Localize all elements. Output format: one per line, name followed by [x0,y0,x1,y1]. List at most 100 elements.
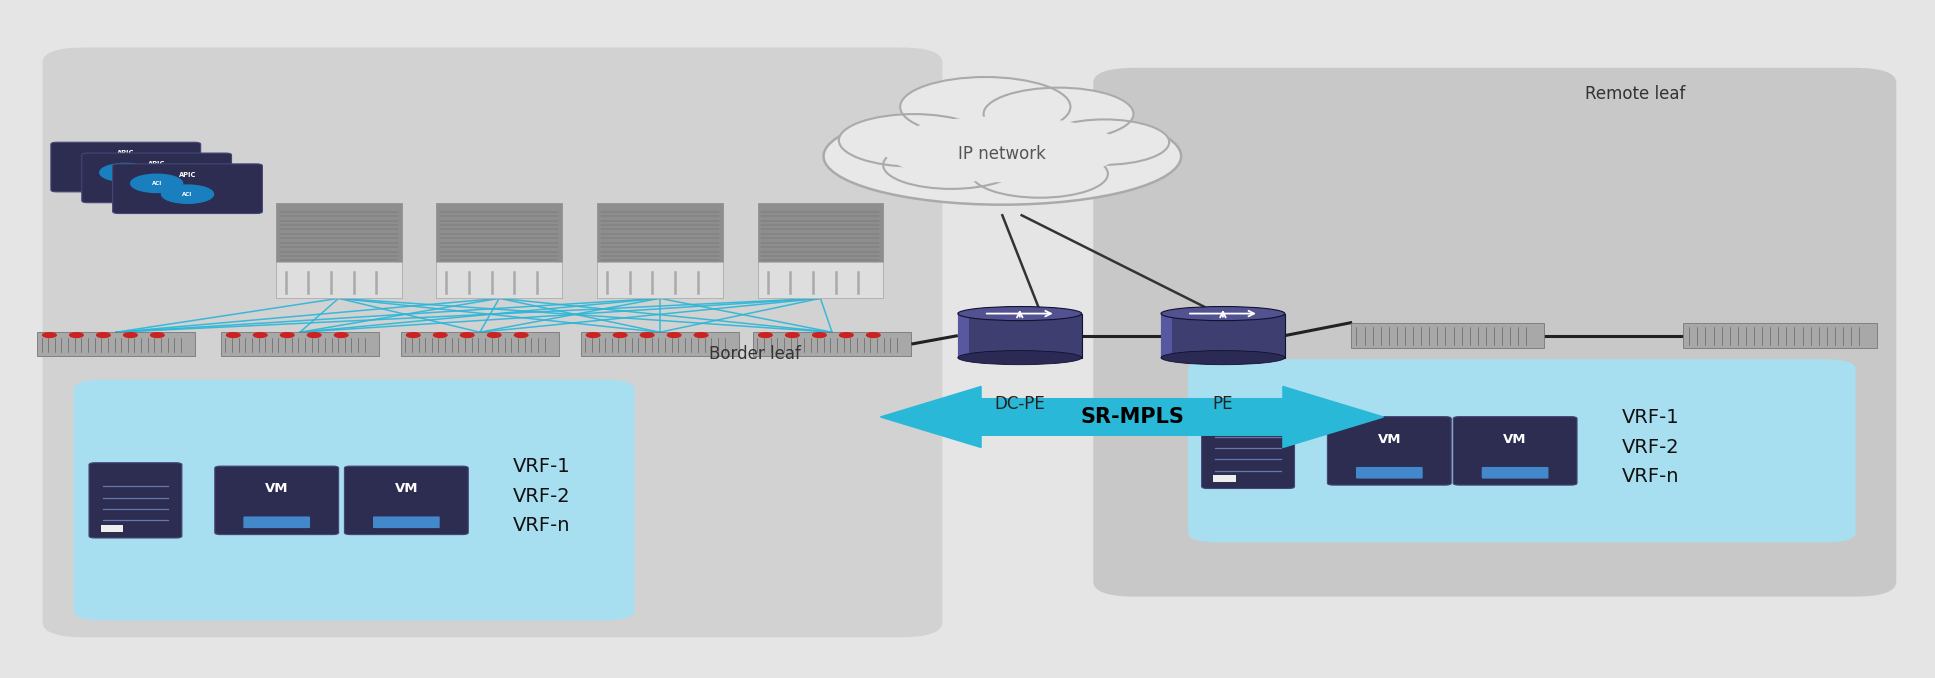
Circle shape [786,333,799,338]
FancyBboxPatch shape [1683,323,1877,348]
FancyBboxPatch shape [275,203,402,262]
Text: VM: VM [1503,433,1527,445]
Circle shape [983,87,1134,140]
Text: ACI: ACI [151,181,163,186]
FancyBboxPatch shape [757,203,882,262]
Circle shape [640,333,654,338]
FancyBboxPatch shape [437,262,563,298]
Circle shape [461,333,474,338]
Circle shape [97,333,110,338]
Text: VM: VM [265,482,288,495]
Ellipse shape [882,116,1122,182]
FancyBboxPatch shape [1161,313,1173,358]
FancyBboxPatch shape [1093,68,1896,597]
FancyBboxPatch shape [757,203,882,298]
FancyBboxPatch shape [221,332,379,356]
FancyBboxPatch shape [81,153,232,203]
Circle shape [161,185,213,203]
FancyBboxPatch shape [1161,313,1285,358]
Circle shape [488,333,501,338]
Text: VRF-1
VRF-2
VRF-n: VRF-1 VRF-2 VRF-n [513,457,571,536]
Circle shape [253,333,267,338]
FancyBboxPatch shape [753,332,911,356]
Circle shape [613,333,627,338]
FancyBboxPatch shape [373,517,439,528]
Ellipse shape [1161,306,1285,321]
FancyBboxPatch shape [437,203,563,298]
Circle shape [281,333,294,338]
Circle shape [900,77,1070,137]
Circle shape [226,333,240,338]
Circle shape [433,333,447,338]
Text: APIC: APIC [118,151,134,157]
Circle shape [759,333,772,338]
Circle shape [151,333,164,338]
FancyBboxPatch shape [1356,467,1422,479]
Ellipse shape [958,351,1082,365]
FancyBboxPatch shape [598,203,724,262]
FancyBboxPatch shape [598,262,724,298]
FancyBboxPatch shape [215,466,339,534]
FancyBboxPatch shape [344,466,468,534]
Text: Remote leaf: Remote leaf [1585,85,1685,103]
FancyBboxPatch shape [37,332,195,356]
FancyBboxPatch shape [43,47,942,637]
Text: ACI: ACI [120,170,132,175]
Text: PE: PE [1213,395,1233,413]
Text: VRF-1
VRF-2
VRF-n: VRF-1 VRF-2 VRF-n [1622,408,1680,487]
FancyBboxPatch shape [1188,359,1856,542]
Circle shape [515,333,528,338]
FancyBboxPatch shape [757,262,882,298]
Ellipse shape [1161,351,1285,365]
Text: VM: VM [1378,433,1401,445]
FancyBboxPatch shape [112,164,263,214]
Polygon shape [880,386,1384,447]
Circle shape [1039,119,1169,165]
FancyBboxPatch shape [50,142,201,192]
Circle shape [132,174,182,193]
FancyBboxPatch shape [275,262,402,298]
FancyBboxPatch shape [401,332,559,356]
FancyBboxPatch shape [1351,323,1544,348]
Ellipse shape [958,306,1082,321]
Circle shape [124,333,137,338]
Text: Border leaf: Border leaf [708,344,801,363]
Text: APIC: APIC [147,161,164,167]
Circle shape [668,333,681,338]
FancyBboxPatch shape [958,313,969,358]
FancyBboxPatch shape [958,313,1082,358]
FancyBboxPatch shape [101,525,124,532]
Circle shape [70,333,83,338]
Circle shape [840,114,989,167]
FancyBboxPatch shape [1453,416,1577,485]
FancyBboxPatch shape [437,203,563,262]
FancyBboxPatch shape [1213,475,1236,483]
FancyBboxPatch shape [1327,416,1451,485]
Text: SR-MPLS: SR-MPLS [1080,407,1184,427]
FancyBboxPatch shape [74,380,635,620]
Circle shape [101,163,151,182]
Circle shape [308,333,321,338]
Circle shape [882,141,1020,189]
Circle shape [586,333,600,338]
FancyBboxPatch shape [89,462,182,538]
Circle shape [43,333,56,338]
Circle shape [813,333,826,338]
Text: VM: VM [395,482,418,495]
Text: IP network: IP network [958,144,1047,163]
FancyBboxPatch shape [580,332,739,356]
FancyBboxPatch shape [275,203,402,298]
Text: DC-PE: DC-PE [995,395,1045,413]
Circle shape [971,150,1109,198]
Circle shape [867,333,880,338]
FancyBboxPatch shape [1202,413,1295,488]
FancyBboxPatch shape [244,517,310,528]
FancyBboxPatch shape [598,203,724,298]
Ellipse shape [824,108,1180,205]
Text: APIC: APIC [178,172,195,178]
FancyBboxPatch shape [1482,467,1548,479]
Circle shape [695,333,708,338]
Text: ACI: ACI [182,192,194,197]
Circle shape [335,333,348,338]
Circle shape [840,333,853,338]
